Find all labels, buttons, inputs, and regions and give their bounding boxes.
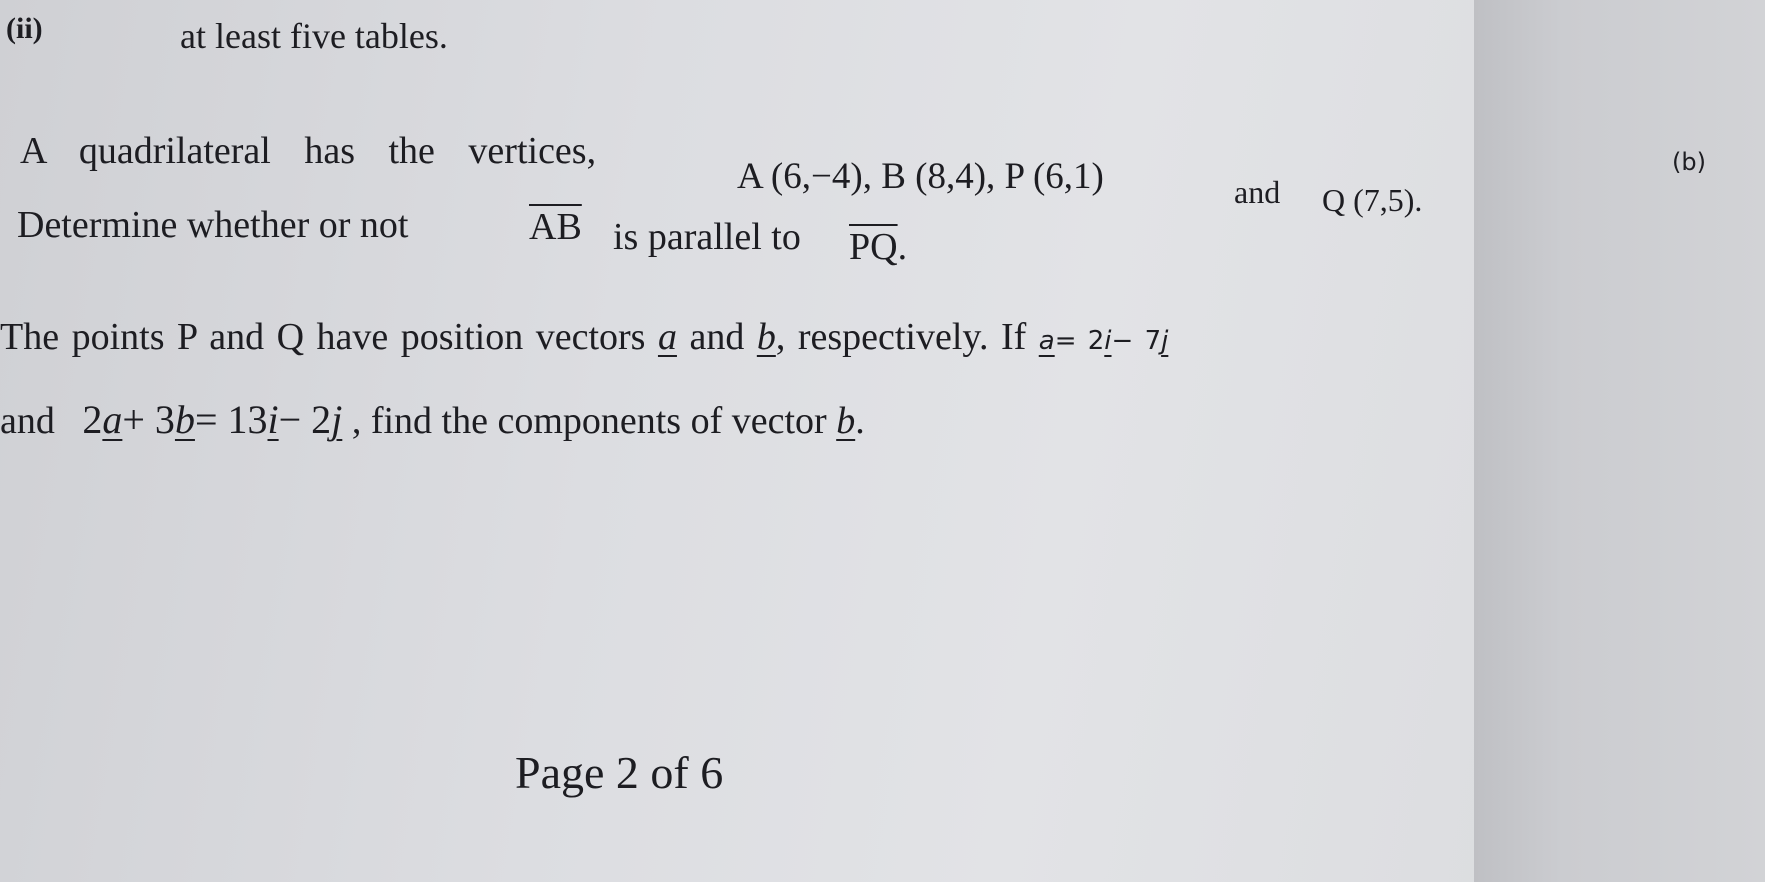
text-line: and 2a+ 3b= 13i− 2j , find the component…	[0, 397, 865, 442]
math: 2	[82, 397, 103, 442]
math: − 7	[1111, 326, 1162, 356]
item-label: (ii)	[6, 12, 43, 45]
vector: a	[102, 397, 123, 442]
text: and	[0, 400, 55, 442]
vector: i	[1104, 326, 1112, 356]
vector: j	[1161, 326, 1169, 356]
math: a= 2i− 7j	[1039, 326, 1169, 356]
part-label: (b)	[1672, 148, 1706, 176]
vector: b	[756, 316, 776, 358]
vector: b	[836, 400, 856, 442]
math: = 13	[194, 397, 268, 442]
page-number: Page 2 of 6	[515, 747, 724, 798]
math: = 2	[1054, 326, 1105, 356]
text: A quadrilateral has the vertices,	[20, 130, 597, 172]
text: , find the components of vector	[351, 400, 827, 442]
vector: a	[657, 316, 677, 358]
text: Determine whether or not	[17, 204, 409, 246]
text: .	[897, 226, 908, 268]
text: , respectively. If	[775, 316, 1027, 358]
text: .	[855, 400, 865, 442]
math: AB	[529, 206, 582, 248]
math: A (6,−4), B (8,4), P (6,1)	[737, 156, 1104, 197]
math: + 3	[122, 397, 175, 442]
vector: b	[174, 397, 195, 442]
item-text: at least five tables.	[180, 16, 448, 56]
text: and	[689, 316, 745, 358]
vector: a	[1038, 326, 1055, 356]
vector: i	[267, 397, 279, 442]
next-page-edge	[1474, 0, 1765, 882]
text: and	[1234, 174, 1281, 210]
math: PQ	[849, 226, 898, 268]
math: − 2	[278, 397, 332, 442]
text: The points P and Q have position vectors	[0, 316, 646, 358]
text: is parallel to	[613, 216, 801, 258]
math: PQ.	[849, 228, 907, 266]
math: Q (7,5).	[1322, 182, 1423, 218]
text-line: The points P and Q have position vectors…	[0, 318, 1168, 356]
math: 2a+ 3b= 13i− 2j	[82, 397, 342, 442]
vector: j	[331, 397, 343, 442]
